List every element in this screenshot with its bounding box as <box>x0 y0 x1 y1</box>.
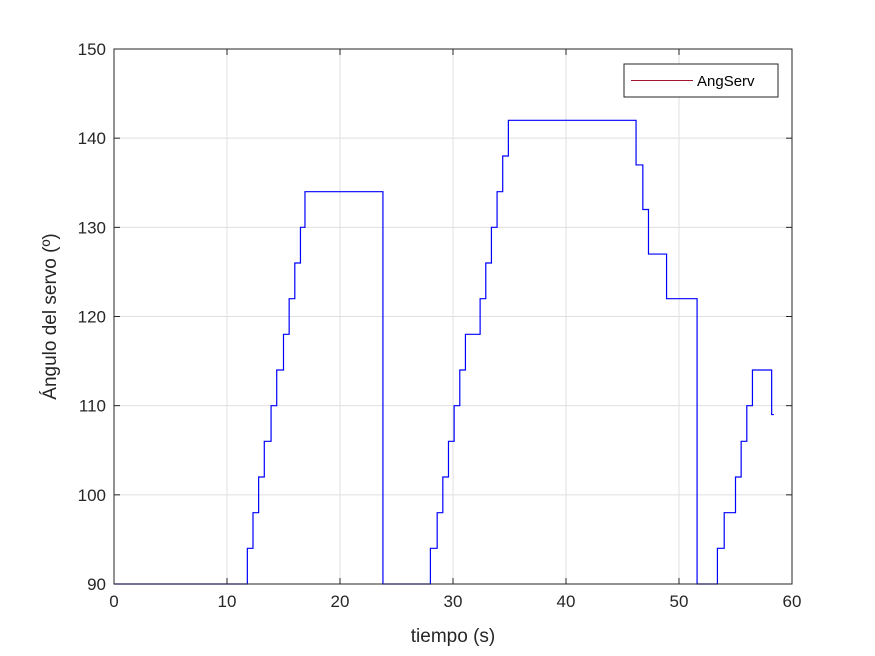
y-tick-label: 100 <box>78 486 106 505</box>
y-tick-label: 140 <box>78 129 106 148</box>
legend: AngServ <box>623 63 779 98</box>
x-tick-label: 40 <box>557 592 576 611</box>
x-tick-label: 20 <box>331 592 350 611</box>
x-tick-label: 10 <box>218 592 237 611</box>
series-line-angserv <box>114 119 774 585</box>
y-tick-label: 130 <box>78 218 106 237</box>
y-tick-label: 120 <box>78 308 106 327</box>
grid <box>114 49 792 584</box>
x-tick-label: 50 <box>670 592 689 611</box>
x-tick-label: 0 <box>109 592 118 611</box>
ticks: 0 10 20 30 40 50 60 90 100 110 120 130 140 150 <box>78 40 802 611</box>
x-tick-label: 30 <box>444 592 463 611</box>
legend-entry-label: AngServ <box>697 73 755 90</box>
x-tick-label: 60 <box>783 592 802 611</box>
y-tick-label: 90 <box>87 575 106 594</box>
y-tick-label: 110 <box>79 397 106 416</box>
x-axis-label: tiempo (s) <box>411 626 495 647</box>
y-tick-label: 150 <box>78 40 106 59</box>
y-axis-label: Ángulo del servo (º) <box>40 233 61 399</box>
data-layer <box>114 119 774 585</box>
